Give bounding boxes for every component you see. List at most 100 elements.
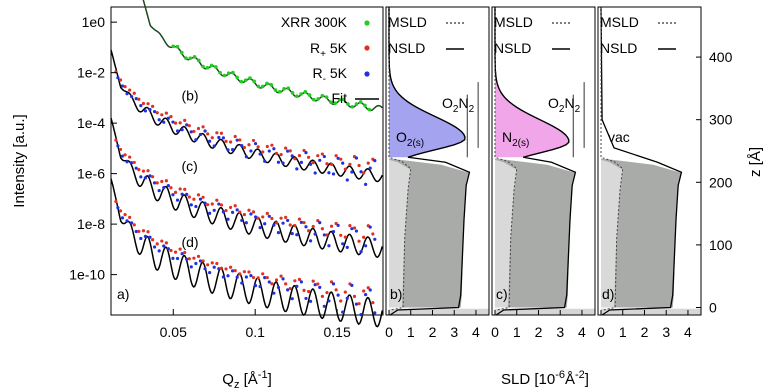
rplus-point (219, 203, 224, 207)
panel-a-frame (110, 6, 384, 316)
sld-panel-label: b) (390, 286, 402, 302)
rplus-point (146, 102, 150, 106)
rminus-point (373, 159, 377, 163)
rplus-point (229, 265, 233, 269)
panel-a-legend: XRR 300K R+ 5K R- 5K Fit (281, 14, 379, 106)
z-tick-label: 0 (709, 299, 717, 315)
rminus-point (359, 313, 363, 317)
xrr-point (367, 107, 372, 112)
rminus-point (230, 269, 235, 273)
msld-area (389, 159, 411, 308)
xrr-point (273, 88, 278, 92)
legend-marker-xrr (364, 20, 370, 26)
sld-x-tick-label: 1 (513, 324, 521, 340)
rplus-point (215, 261, 219, 266)
sld-x-tick-label: 2 (429, 324, 437, 340)
rplus-point (242, 145, 246, 150)
rminus-point (162, 244, 166, 248)
nsld-film-area (601, 158, 682, 315)
rplus-point (169, 186, 173, 190)
rminus-point (318, 158, 322, 162)
rplus-point (366, 286, 370, 290)
rminus-point (313, 171, 317, 175)
x-tick-label: 0.1 (245, 324, 265, 340)
rminus-point (148, 108, 152, 112)
rplus-point (265, 211, 269, 215)
xrr-point (346, 102, 350, 106)
rminus-point (175, 256, 180, 261)
xrr-point (290, 91, 295, 95)
rminus-point (364, 292, 368, 297)
xrr-point (350, 104, 354, 109)
rplus-point (128, 88, 132, 92)
rminus-point (345, 296, 349, 300)
rminus-point (152, 181, 157, 185)
rminus-point (143, 176, 148, 180)
rminus-point (345, 178, 349, 182)
rplus-point (297, 277, 302, 281)
sld-panel-b: 0 1 2 3 4 MSLD NSLD O2N2 O2(s) b) (385, 6, 490, 340)
msld-dashed-line (600, 7, 624, 311)
z-axis-label: z [Å] (747, 147, 764, 177)
sld-x-tick-label: 1 (619, 324, 627, 340)
sld-x-tick-label: 2 (535, 324, 543, 340)
xrr-point (209, 63, 214, 68)
rminus-point (226, 274, 230, 278)
rminus-point (244, 221, 248, 225)
nsld-film-area (389, 158, 470, 315)
xrr-point (277, 90, 282, 94)
rplus-point (366, 161, 370, 165)
rminus-point (125, 160, 129, 164)
msld-dashed-line (494, 7, 518, 311)
rminus-point (304, 225, 308, 229)
rplus-point (118, 209, 123, 213)
rminus-point (194, 261, 198, 266)
rminus-point (313, 283, 317, 287)
rplus-point (261, 215, 265, 219)
rplus-point (256, 216, 260, 220)
rminus-point (331, 282, 336, 286)
rplus-point (123, 213, 127, 217)
rplus-point (302, 288, 306, 292)
rminus-point (322, 304, 326, 308)
rplus-point (146, 230, 150, 234)
rplus-point (334, 221, 338, 226)
rplus-point (357, 163, 361, 168)
xrr-point (295, 94, 299, 99)
sld-panel-label: d) (602, 286, 614, 302)
rminus-point (134, 166, 138, 170)
rminus-point (322, 154, 326, 159)
xrr-point (197, 58, 201, 63)
rminus-point (249, 212, 253, 216)
rminus-point (194, 204, 198, 209)
nsld-film-area (495, 158, 576, 315)
rplus-point (238, 138, 242, 142)
rminus-point (171, 256, 175, 261)
legend-marker-rminus (364, 71, 370, 77)
y-axis-label: Intensity [a.u.] (11, 114, 28, 207)
rminus-point (130, 161, 134, 165)
sld-x-tick-label: 3 (556, 324, 564, 340)
rminus-point (304, 151, 308, 155)
rminus-point (327, 244, 331, 248)
xrr-point (171, 44, 176, 49)
top-label-o2-n2: O2N2 (442, 95, 475, 115)
rplus-point (343, 290, 347, 294)
rminus-point (235, 275, 239, 279)
legend-label-rminus: R- 5K (313, 65, 348, 85)
rplus-point (128, 215, 132, 219)
y-tick-label: 1e-10 (69, 267, 105, 283)
rminus-point (221, 210, 226, 214)
rminus-point (299, 160, 303, 164)
xrr-point (218, 70, 222, 75)
rminus-point (189, 265, 193, 269)
rminus-point (281, 221, 285, 225)
y-tick-label: 1e-4 (77, 115, 105, 131)
rminus-point (359, 250, 363, 254)
legend-label-nsld: NSLD (388, 40, 425, 56)
curve-label: (d) (181, 234, 198, 250)
rplus-point (261, 150, 265, 154)
rplus-point (183, 250, 187, 255)
rminus-point (253, 142, 258, 146)
